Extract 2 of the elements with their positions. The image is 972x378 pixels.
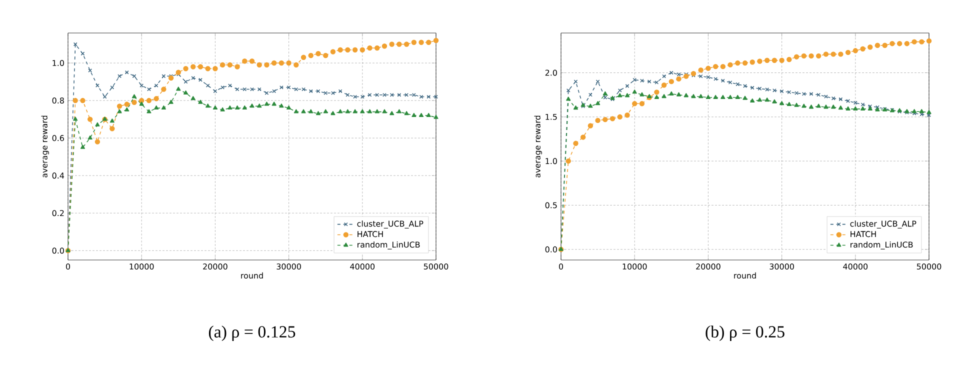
text: (a) ρ = 0.125: [208, 326, 296, 342]
text: (b) ρ = 0.25: [706, 326, 784, 342]
